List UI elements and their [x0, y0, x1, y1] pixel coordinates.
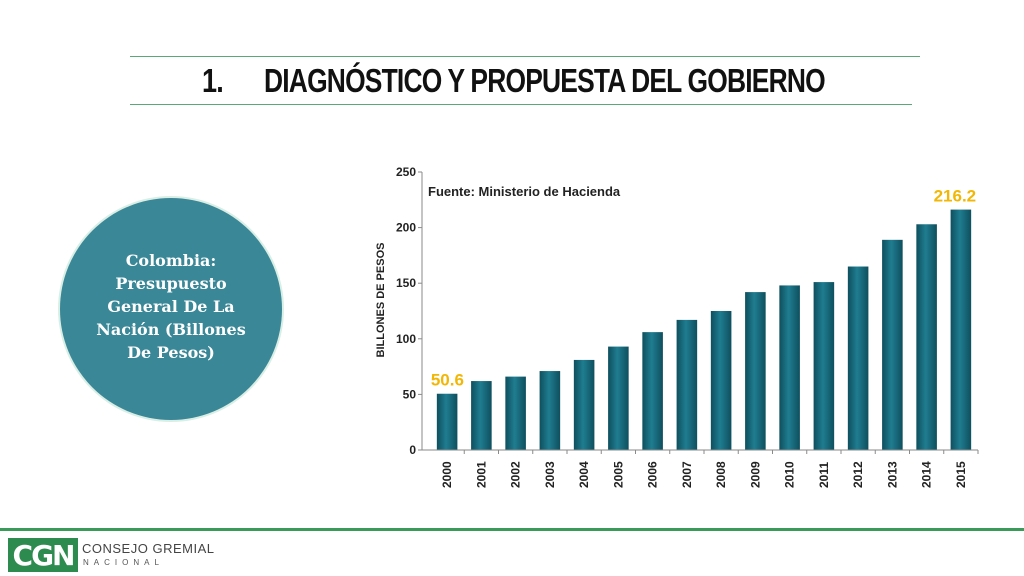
bar-2012: [847, 266, 869, 450]
footer-divider: [0, 528, 1024, 531]
cgn-logo: CGN: [8, 538, 78, 572]
x-tick-label-2014: 2014: [920, 461, 934, 488]
y-tick-label: 50: [403, 387, 417, 401]
bar-2014: [916, 224, 937, 450]
slide-title: DIAGNÓSTICO Y PROPUESTA DEL GOBIERNO: [264, 62, 826, 99]
data-label-2000: 50.6: [431, 371, 464, 390]
bar-2001: [471, 381, 492, 450]
bar-2015: [950, 209, 972, 450]
x-tick-label-2012: 2012: [851, 461, 865, 488]
chart-caption-circle: Colombia: Presupuesto General De La Naci…: [60, 198, 282, 420]
budget-bar-chart: 0 50 100 150 200 250 2000 2001 2002 2003 2004 2005 2…: [375, 165, 979, 488]
bar-2013: [882, 239, 903, 450]
bar-2008: [710, 311, 732, 450]
bar-2010: [779, 285, 800, 450]
bar-2009: [745, 292, 766, 450]
x-tick-label-2006: 2006: [646, 461, 660, 488]
bar-2004: [573, 359, 595, 450]
x-tick-label-2013: 2013: [885, 461, 899, 488]
x-tick-label-2004: 2004: [577, 461, 591, 488]
y-tick-label: 200: [396, 221, 416, 235]
x-tick-label-2005: 2005: [611, 461, 625, 488]
x-tick-label-2001: 2001: [474, 461, 488, 488]
x-tick-label-2008: 2008: [714, 461, 728, 488]
x-tick-label-2009: 2009: [748, 461, 762, 488]
bar-2011: [813, 282, 835, 450]
x-tick-label-2007: 2007: [680, 461, 694, 488]
bar-2005: [608, 346, 629, 450]
y-tick-label: 150: [396, 276, 416, 290]
bar-2002: [505, 376, 526, 450]
x-tick-label-2011: 2011: [817, 462, 831, 488]
x-tick-label-2010: 2010: [783, 461, 797, 488]
x-tick-label-2003: 2003: [543, 461, 557, 488]
slide-number: 1.: [202, 62, 224, 99]
chart-source-note: Fuente: Ministerio de Hacienda: [428, 184, 621, 199]
y-tick-label: 0: [409, 443, 416, 457]
chart-caption-text: Colombia: Presupuesto General De La Naci…: [96, 250, 246, 362]
y-tick-label: 100: [396, 332, 416, 346]
x-tick-label-2002: 2002: [509, 461, 523, 488]
y-tick-label: 250: [396, 165, 416, 179]
title-bottom-rule: [130, 104, 912, 105]
x-tick-label-2000: 2000: [440, 461, 454, 488]
y-axis-title: BILLONES DE PESOS: [375, 243, 387, 358]
x-tick-label-2015: 2015: [954, 461, 968, 488]
bar-2007: [676, 319, 698, 450]
bar-2003: [539, 371, 561, 450]
logo-name-line1: CONSEJO GREMIAL: [82, 541, 215, 556]
data-label-2015: 216.2: [934, 187, 977, 206]
title-top-rule: [130, 56, 920, 57]
logo-name-line2: NACIONAL: [83, 558, 164, 567]
bar-2000: [436, 393, 458, 450]
bar-2006: [642, 332, 663, 450]
